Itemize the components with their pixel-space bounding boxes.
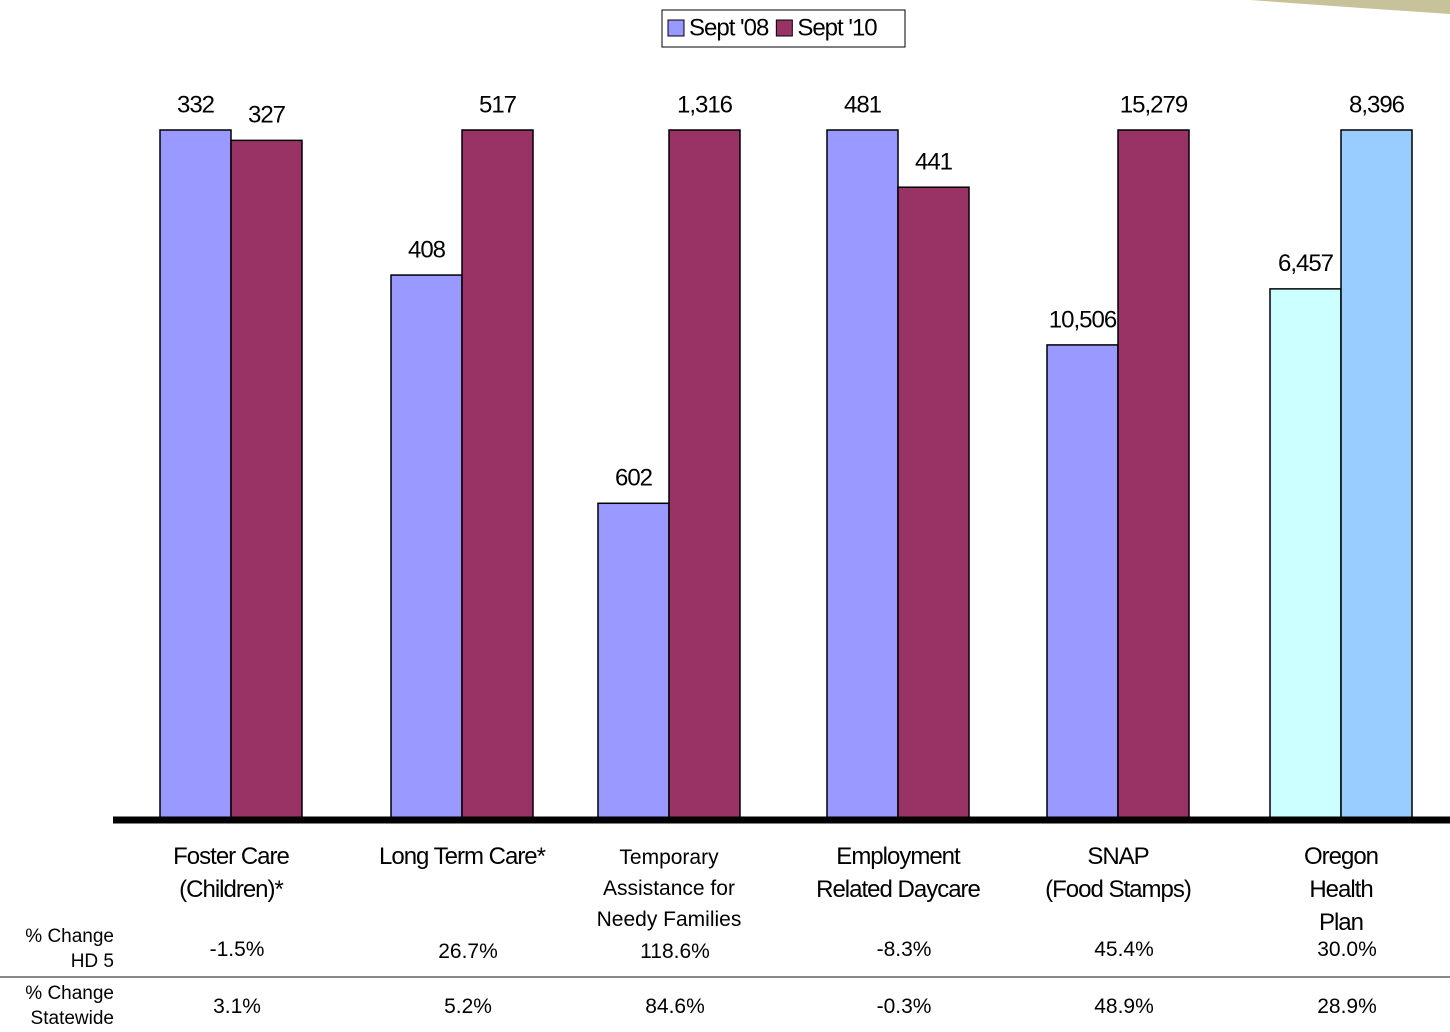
table-cell: 48.9%: [1094, 995, 1154, 1018]
x-tick-label: Long Term Care*: [379, 843, 546, 870]
table-cell: 28.9%: [1317, 995, 1377, 1018]
table-cell: 5.2%: [444, 995, 492, 1018]
bar: [1340, 129, 1413, 819]
row-label: % Change HD 5: [25, 926, 114, 972]
data-label: 1,316: [677, 91, 733, 118]
table-cell: 45.4%: [1094, 938, 1154, 961]
data-label: 441: [915, 149, 953, 176]
x-tick-label: SNAP (Food Stamps): [1045, 843, 1192, 903]
data-label: 481: [844, 91, 882, 118]
decoration: [1250, 0, 1450, 14]
data-label: 332: [177, 91, 215, 118]
data-label: 517: [479, 91, 517, 118]
bar: [1046, 344, 1119, 819]
legend-label: Sept '10: [797, 14, 877, 41]
table-cell: 118.6%: [640, 940, 710, 963]
data-label: 15,279: [1120, 91, 1188, 118]
data-label: 8,396: [1349, 91, 1405, 118]
bar: [390, 274, 463, 819]
table-cell: 84.6%: [645, 995, 705, 1018]
legend-swatch: [775, 19, 793, 37]
x-tick-label: Oregon Health Plan: [1303, 843, 1379, 936]
bar: [159, 129, 232, 819]
data-label: 6,457: [1278, 250, 1334, 277]
x-tick-label: Temporary Assistance for Needy Families: [596, 846, 742, 931]
table-cell: 3.1%: [213, 995, 261, 1018]
data-label: 327: [248, 102, 286, 129]
table-cell: -8.3%: [876, 938, 932, 961]
bar: [597, 502, 670, 819]
row-label: % Change Statewide: [25, 983, 114, 1029]
table-cell: 30.0%: [1317, 938, 1377, 961]
table-cell: -1.5%: [209, 938, 265, 961]
bar: [668, 129, 741, 819]
data-label: 408: [408, 236, 446, 263]
legend-swatch: [667, 19, 685, 37]
data-label: 602: [615, 465, 653, 492]
bar: [1117, 129, 1190, 819]
bar: [1269, 288, 1342, 819]
x-tick-label: Employment Related Daycare: [816, 843, 981, 903]
legend-box: [661, 9, 906, 48]
table-cell: -0.3%: [876, 995, 932, 1018]
data-label: 10,506: [1049, 306, 1117, 333]
bar: [461, 129, 534, 819]
bar: [826, 129, 899, 819]
legend-label: Sept '08: [689, 14, 769, 41]
x-tick-label: Foster Care (Children)*: [173, 843, 290, 903]
table-cell: 26.7%: [438, 940, 498, 963]
bar: [230, 139, 303, 819]
bar: [897, 186, 970, 819]
